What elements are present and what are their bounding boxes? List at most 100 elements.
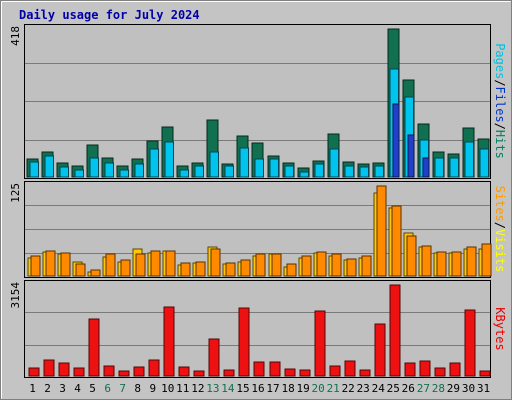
kbytes-kbytes-bar [28, 367, 40, 377]
visits-sites-bar [165, 250, 176, 277]
kbytes-kbytes-bar [449, 362, 461, 377]
visits-sites-bar [271, 253, 282, 277]
kbytes-kbytes-bar [284, 368, 296, 377]
hits-legend-entry: / [493, 123, 507, 130]
hits-files-bar [74, 169, 84, 178]
kbytes-kbytes-bar [58, 362, 70, 377]
kbytes-kbytes-bar [269, 361, 281, 377]
visits-sites-bar [75, 263, 86, 277]
kbytes-kbytes-bar [419, 360, 431, 377]
visits-legend: Sites/Visits [493, 186, 507, 273]
hits-files-bar [269, 158, 279, 178]
hits-files-bar [179, 169, 189, 178]
hits-files-bar [134, 163, 144, 178]
hits-files-bar [254, 158, 264, 178]
hits-files-bar [329, 148, 339, 178]
kbytes-kbytes-bar [103, 365, 115, 377]
visits-sites-bar [436, 251, 447, 277]
hits-files-bar [119, 169, 129, 178]
kbytes-kbytes-bar [178, 366, 190, 377]
hits-files-bar [314, 163, 324, 178]
visits-ymax-label: 125 [9, 183, 22, 203]
hits-files-bar [284, 165, 294, 178]
day-label: 18 [281, 382, 294, 395]
hits-files-bar [209, 151, 219, 178]
day-label: 11 [176, 382, 189, 395]
hits-files-bar [374, 165, 384, 178]
kbytes-kbytes-bar [133, 366, 145, 377]
visits-panel: 125 Sites/Visits [9, 181, 507, 278]
kbytes-kbytes-bar [434, 367, 446, 377]
day-label: 16 [251, 382, 264, 395]
kbytes-kbytes-bar [148, 359, 160, 377]
day-label: 20 [311, 382, 324, 395]
kbytes-kbytes-bar [193, 370, 205, 377]
day-label: 27 [417, 382, 430, 395]
kbytes-kbytes-bar [389, 284, 401, 377]
day-label: 29 [447, 382, 460, 395]
hits-files-bar [44, 155, 54, 178]
day-label: 31 [477, 382, 490, 395]
kbytes-kbytes-bar [344, 360, 356, 377]
day-label: 12 [191, 382, 204, 395]
day-label: 10 [161, 382, 174, 395]
kbytes-kbytes-bar [208, 338, 220, 377]
hits-files-bar [104, 162, 114, 178]
day-label: 15 [236, 382, 249, 395]
visits-sites-bar [180, 262, 191, 277]
day-label: 23 [357, 382, 370, 395]
day-label: 2 [44, 382, 51, 395]
hits-legend-entry: Hits [493, 130, 507, 159]
visits-legend-entry: Visits [493, 229, 507, 272]
kbytes-kbytes-bar [118, 370, 130, 377]
day-label: 22 [342, 382, 355, 395]
kbytes-kbytes-bar [464, 309, 476, 377]
day-label: 6 [104, 382, 111, 395]
hits-legend-entry: Files [493, 87, 507, 123]
day-label: 28 [432, 382, 445, 395]
visits-legend-entry: / [493, 222, 507, 229]
kbytes-kbytes-bar [479, 370, 491, 377]
visits-sites-bar [120, 259, 131, 277]
hits-files-bar [224, 165, 234, 178]
visits-sites-bar [90, 269, 101, 277]
day-label: 30 [462, 382, 475, 395]
visits-sites-bar [210, 248, 221, 277]
hits-pages-bar [407, 134, 415, 178]
hits-files-bar [479, 148, 489, 178]
visits-sites-bar [105, 253, 116, 277]
visits-sites-bar [301, 255, 312, 277]
hits-legend: Pages/Files/Hits [493, 43, 507, 159]
kbytes-kbytes-bar [404, 362, 416, 377]
day-label: 21 [327, 382, 340, 395]
day-axis-labels: 1 2 3 4 5 6 7 8 9 10 11 12 13 14 15 16 17 18 19 20 21 22 23 24 2… [29, 382, 490, 395]
kbytes-legend: KBytes [493, 307, 507, 350]
kbytes-plot-area [24, 280, 491, 378]
day-label: 5 [89, 382, 96, 395]
visits-sites-bar [240, 259, 251, 277]
kbytes-kbytes-bar [223, 369, 235, 377]
hits-files-bar [464, 141, 474, 178]
hits-legend-entry: Pages [493, 43, 507, 79]
kbytes-kbytes-bar [253, 361, 265, 377]
day-label: 7 [119, 382, 126, 395]
visits-sites-bar [316, 251, 327, 277]
kbytes-kbytes-bar [299, 369, 311, 377]
kbytes-kbytes-bar [73, 367, 85, 377]
day-label: 1 [29, 382, 36, 395]
day-label: 4 [74, 382, 81, 395]
visits-sites-bar [346, 258, 357, 277]
kbytes-ymax-label: 3154 [9, 282, 22, 309]
visits-sites-bar [225, 262, 236, 277]
day-label: 25 [387, 382, 400, 395]
visits-sites-bar [255, 253, 266, 277]
visits-sites-bar [406, 235, 417, 277]
kbytes-kbytes-bar [43, 359, 55, 377]
kbytes-kbytes-bar [314, 310, 326, 377]
day-label: 19 [296, 382, 309, 395]
visits-sites-bar [286, 263, 297, 277]
visits-sites-bar [150, 250, 161, 277]
kbytes-kbytes-bar [238, 307, 250, 377]
